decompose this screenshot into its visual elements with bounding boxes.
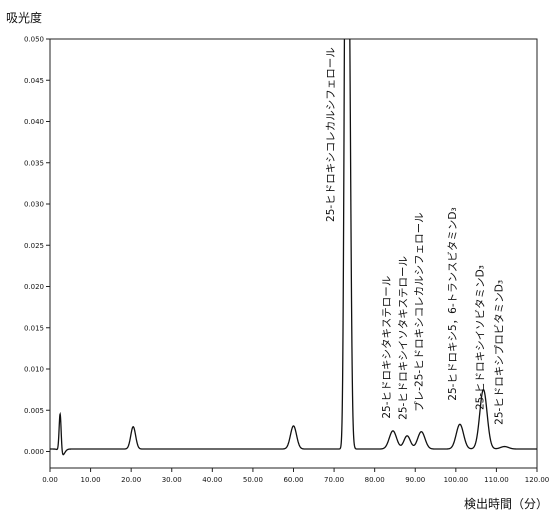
y-tick-label: 0.005	[24, 407, 44, 415]
x-tick-label: 110.00	[484, 476, 509, 484]
chromatogram-trace	[50, 39, 537, 456]
x-tick-label: 20.00	[121, 476, 141, 484]
peak-label: 25-ヒドロキシプロビタミンD₃	[494, 280, 506, 425]
x-tick-label: 30.00	[162, 476, 182, 484]
y-tick-label: 0.035	[24, 159, 44, 167]
y-tick-label: 0.010	[24, 366, 44, 374]
annotation-layer: 25-ヒドロキシコレカルシフェロール 25-ヒドロキシタキステロール 25-ヒドロキ…	[325, 47, 505, 425]
peak-label: 25-ヒドロキシタキステロール	[381, 276, 393, 419]
peak-label: 25-ヒドロキシイソタキステロール	[397, 256, 409, 420]
axes-layer: 0.00 10.00 20.00 30.00 40.00 50.00 60.00 70.00 8…	[24, 36, 549, 485]
peak-label: 25-ヒドロキシイソビタミンD₃	[474, 265, 486, 410]
plot-frame	[49, 38, 538, 469]
y-tick-label: 0.040	[24, 118, 44, 126]
peak-label: プレ-25-ヒドロキシコレカルシフェロール	[414, 212, 426, 411]
x-tick-label: 90.00	[405, 476, 425, 484]
x-tick-label: 100.00	[444, 476, 469, 484]
y-tick-label: 0.030	[24, 201, 44, 209]
x-tick-label: 40.00	[202, 476, 222, 484]
x-tick-label: 50.00	[243, 476, 263, 484]
peak-label: 25-ヒドロキシコレカルシフェロール	[325, 47, 337, 222]
x-tick-label: 0.00	[42, 476, 58, 484]
peak-label: 25-ヒドロキシ5，6-トランスビタミンD₃	[447, 207, 459, 400]
x-tick-label: 70.00	[324, 476, 344, 484]
y-tick-label: 0.050	[24, 36, 44, 44]
y-tick-label: 0.045	[24, 77, 44, 85]
y-tick-label: 0.015	[24, 324, 44, 332]
y-tick-label: 0.020	[24, 283, 44, 291]
x-axis-label: 検出時間（分）	[464, 497, 548, 511]
y-tick-label: 0.025	[24, 242, 44, 250]
y-axis-label: 吸光度	[6, 10, 42, 25]
y-tick-label: 0.000	[24, 448, 44, 456]
x-tick-label: 80.00	[365, 476, 385, 484]
x-tick-label: 120.00	[525, 476, 550, 484]
series-layer	[50, 39, 537, 456]
x-tick-label: 10.00	[81, 476, 101, 484]
x-tick-label: 60.00	[283, 476, 303, 484]
